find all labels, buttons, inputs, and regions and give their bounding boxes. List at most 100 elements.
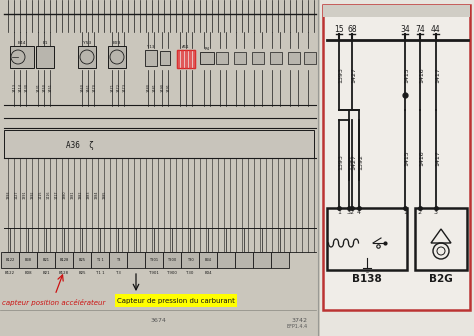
Text: B128: B128 (59, 258, 69, 262)
Text: 1415: 1415 (39, 191, 43, 199)
Text: B38: B38 (24, 271, 32, 275)
Text: 2: 2 (350, 210, 354, 215)
Bar (235, 252, 253, 268)
Text: 1491: 1491 (167, 84, 171, 92)
Text: 1380: 1380 (63, 191, 67, 199)
Bar (177, 50, 195, 68)
Text: 3: 3 (347, 210, 351, 215)
Text: 3742: 3742 (292, 318, 308, 323)
Text: 74: 74 (415, 26, 425, 35)
Bar (304, 52, 316, 64)
Text: 1391: 1391 (23, 191, 27, 199)
Text: Y13: Y13 (147, 45, 155, 49)
Text: 1427: 1427 (15, 191, 19, 199)
Bar (216, 52, 228, 64)
Text: 1471: 1471 (111, 84, 115, 92)
Text: B2G: B2G (429, 274, 453, 284)
Text: 1415: 1415 (404, 67, 410, 83)
Bar (160, 51, 170, 65)
Bar (327, 208, 407, 270)
Text: 1472: 1472 (117, 84, 121, 92)
Text: 1414: 1414 (19, 84, 23, 92)
Text: 1393: 1393 (338, 154, 344, 170)
Text: T1 1: T1 1 (96, 271, 104, 275)
Text: capteur position accélérateur: capteur position accélérateur (2, 298, 105, 305)
Text: 1451: 1451 (49, 84, 53, 92)
Text: 1416: 1416 (47, 191, 51, 199)
Text: B122: B122 (5, 271, 15, 275)
Text: Y53: Y53 (83, 41, 91, 45)
Text: B44: B44 (18, 41, 26, 45)
Bar (37, 252, 55, 268)
Text: 1427: 1427 (352, 67, 356, 83)
Text: B122: B122 (5, 258, 15, 262)
Text: 1450: 1450 (43, 84, 47, 92)
Bar (415, 208, 467, 270)
Bar (145, 50, 157, 66)
Text: 1415: 1415 (404, 150, 410, 166)
Text: T901: T901 (149, 271, 159, 275)
Bar (36, 46, 54, 68)
Bar (55, 252, 73, 268)
Text: R4: R4 (204, 47, 210, 51)
Text: 1416: 1416 (419, 67, 425, 83)
Text: 1416: 1416 (419, 150, 425, 166)
Text: T901: T901 (149, 258, 159, 262)
Text: 1381: 1381 (71, 191, 75, 199)
Bar (19, 252, 37, 268)
Bar (0, 0, 320, 336)
Bar (78, 46, 96, 68)
Text: E1: E1 (42, 41, 48, 45)
Bar (200, 52, 214, 64)
Text: 1391: 1391 (348, 154, 354, 170)
Text: B25: B25 (78, 258, 86, 262)
Polygon shape (177, 50, 179, 68)
Text: T900: T900 (167, 271, 177, 275)
Text: 1461: 1461 (87, 84, 91, 92)
Bar (199, 252, 217, 268)
Bar (253, 252, 271, 268)
Text: 1470: 1470 (93, 84, 97, 92)
Text: 1417: 1417 (436, 150, 440, 166)
Text: Capteur de pression du carburant: Capteur de pression du carburant (117, 297, 235, 303)
Bar (109, 252, 127, 268)
Text: T3: T3 (116, 258, 120, 262)
Text: B38: B38 (25, 258, 31, 262)
Bar (271, 252, 289, 268)
Polygon shape (185, 50, 187, 68)
Text: A11: A11 (182, 45, 190, 49)
Bar (73, 252, 91, 268)
Text: T3: T3 (116, 271, 120, 275)
Text: 1417: 1417 (55, 191, 59, 199)
Bar (234, 52, 246, 64)
Text: 1480: 1480 (147, 84, 151, 92)
Bar (1, 252, 19, 268)
Text: 34: 34 (400, 26, 410, 35)
Polygon shape (193, 50, 195, 68)
Text: 3: 3 (434, 210, 438, 215)
Text: 1431: 1431 (37, 84, 41, 92)
Text: 1385: 1385 (103, 191, 107, 199)
Text: A36  ζ: A36 ζ (66, 141, 94, 151)
Polygon shape (189, 50, 191, 68)
Bar (145, 252, 163, 268)
Bar (181, 252, 199, 268)
Text: T1 1: T1 1 (96, 258, 104, 262)
Bar (91, 252, 109, 268)
Text: T30: T30 (186, 271, 194, 275)
Text: 1393: 1393 (7, 191, 11, 199)
Text: 1: 1 (403, 210, 407, 215)
Text: 1393: 1393 (338, 67, 344, 83)
Text: 68: 68 (347, 26, 357, 35)
Text: EFP1.4.4: EFP1.4.4 (287, 324, 308, 329)
Text: 1: 1 (337, 210, 341, 215)
Text: 1383: 1383 (87, 191, 91, 199)
Text: 1430: 1430 (25, 84, 29, 92)
Bar (252, 52, 264, 64)
Text: B34: B34 (204, 258, 211, 262)
Bar (323, 5, 470, 310)
Text: 1392: 1392 (358, 154, 364, 170)
Bar (288, 52, 300, 64)
Text: 3674: 3674 (150, 318, 166, 323)
Bar (10, 46, 34, 68)
